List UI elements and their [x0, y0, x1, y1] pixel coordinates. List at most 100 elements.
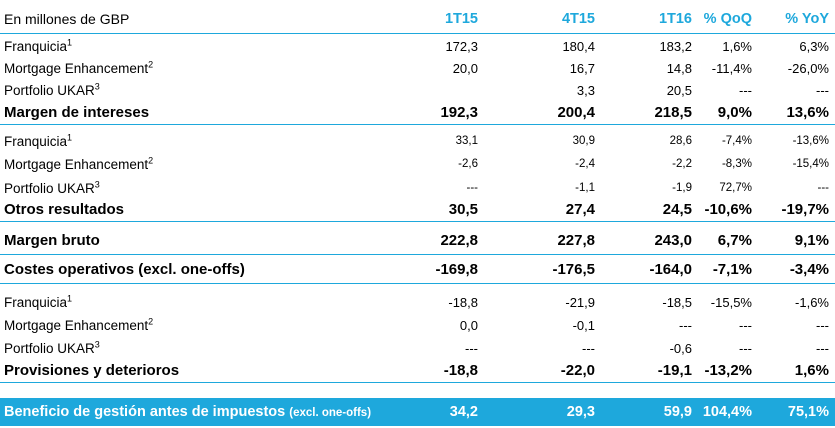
table-row: Mortgage Enhancement2 0,0 -0,1 --- --- -…	[0, 314, 835, 336]
row-label: Portfolio UKAR	[4, 82, 95, 98]
cell-1t16: 28,6	[669, 135, 692, 147]
row-label: Costes operativos (excl. one-offs)	[4, 260, 245, 278]
cell-qoq: -13,2%	[704, 361, 752, 379]
cell-qoq: 1,6%	[722, 38, 752, 54]
row-label: Portfolio UKAR	[4, 340, 95, 356]
cell-1t15: 0,0	[459, 317, 478, 333]
cell-qoq: ---	[739, 340, 752, 356]
unit-label: En millones de GBP	[4, 11, 130, 27]
header-row: En millones de GBP 1T15 4T15 1T16 % QoQ …	[0, 6, 835, 32]
cell-1t15: 222,8	[440, 231, 478, 249]
row-label: Margen bruto	[4, 231, 100, 249]
cell-qoq: 9,0%	[717, 103, 752, 121]
cell-1t15: -2,6	[458, 158, 478, 170]
cell-1t16: 243,0	[654, 231, 692, 249]
cell-4t15: -2,4	[575, 158, 595, 170]
cell-1t15: -18,8	[443, 361, 478, 379]
cell-4t15: 200,4	[557, 103, 595, 121]
cell-yoy: -15,4%	[792, 158, 829, 170]
cell-1t15: -169,8	[435, 260, 478, 278]
cell-1t16: ---	[679, 317, 692, 333]
cell-1t16: -2,2	[672, 158, 692, 170]
cell-yoy: 9,1%	[794, 231, 829, 249]
cell-yoy: ---	[816, 340, 829, 356]
cell-4t15: 180,4	[562, 38, 595, 54]
divider	[0, 221, 835, 222]
row-label: Portfolio UKAR	[4, 180, 95, 196]
row-label: Otros resultados	[4, 200, 125, 218]
table-row: Mortgage Enhancement2 -2,6 -2,4 -2,2 -8,…	[0, 153, 835, 175]
cell-1t15: 30,5	[448, 200, 478, 218]
cell-1t16: -18,5	[662, 294, 692, 310]
cell-1t15: 20,0	[452, 60, 478, 76]
row-label: Provisiones y deterioros	[4, 361, 180, 379]
table-row: Franquicia1 33,1 30,9 28,6 -7,4% -13,6%	[0, 130, 835, 152]
subtotal-row-margen-intereses: Margen de intereses 192,3 200,4 218,5 9,…	[0, 100, 835, 124]
table-row: Portfolio UKAR3 --- --- -0,6 --- ---	[0, 337, 835, 359]
cell-1t16: 24,5	[662, 200, 692, 218]
cell-1t16: 183,2	[659, 38, 692, 54]
cell-yoy: -19,7%	[781, 200, 829, 218]
cell-1t15: ---	[466, 182, 479, 194]
cell-yoy: -13,6%	[792, 135, 829, 147]
cell-1t16: -19,1	[657, 361, 692, 379]
cell-qoq: 104,4%	[702, 404, 752, 420]
table-row: Franquicia1 172,3 180,4 183,2 1,6% 6,3%	[0, 35, 835, 57]
cell-1t16: 218,5	[654, 103, 692, 121]
total-row-costes-operativos: Costes operativos (excl. one-offs) -169,…	[0, 257, 835, 281]
row-label: Franquicia	[4, 294, 68, 310]
cell-yoy: -3,4%	[789, 260, 829, 278]
subtotal-row-otros-resultados: Otros resultados 30,5 27,4 24,5 -10,6% -…	[0, 197, 835, 221]
cell-qoq: 6,7%	[717, 231, 752, 249]
footnote-marker: 1	[67, 293, 73, 303]
cell-yoy: 75,1%	[787, 404, 829, 420]
cell-4t15: 16,7	[569, 60, 595, 76]
cell-4t15: -0,1	[572, 317, 595, 333]
cell-4t15: 3,3	[576, 82, 595, 98]
footnote-marker: 3	[94, 339, 100, 349]
col-header-yoy: % YoY	[785, 11, 829, 27]
footer-label: Beneficio de gestión antes de impuestos	[4, 404, 286, 420]
row-label: Franquicia	[4, 133, 68, 149]
cell-1t15: -18,8	[448, 294, 478, 310]
cell-1t15: 172,3	[445, 38, 478, 54]
cell-4t15: 30,9	[572, 135, 595, 147]
footnote-marker: 3	[94, 179, 100, 189]
cell-qoq: -7,4%	[721, 135, 752, 147]
cell-4t15: ---	[582, 340, 595, 356]
cell-1t16: -1,9	[672, 182, 692, 194]
cell-yoy: ---	[816, 317, 829, 333]
table-row: Portfolio UKAR3 --- -1,1 -1,9 72,7% ---	[0, 177, 835, 199]
cell-1t16: -164,0	[649, 260, 692, 278]
cell-1t15: 33,1	[455, 135, 478, 147]
footnote-marker: 2	[148, 316, 154, 326]
divider	[0, 124, 835, 125]
divider	[0, 283, 835, 284]
row-label: Margen de intereses	[4, 103, 150, 121]
cell-qoq: ---	[739, 317, 752, 333]
cell-yoy: ---	[816, 82, 829, 98]
row-label: Mortgage Enhancement	[4, 60, 149, 76]
total-row-margen-bruto: Margen bruto 222,8 227,8 243,0 6,7% 9,1%	[0, 228, 835, 252]
cell-1t16: 20,5	[666, 82, 692, 98]
cell-qoq: -11,4%	[711, 60, 752, 76]
cell-4t15: 227,8	[557, 231, 595, 249]
cell-qoq: 72,7%	[719, 182, 752, 194]
row-label: Mortgage Enhancement	[4, 317, 149, 333]
table-row: Franquicia1 -18,8 -21,9 -18,5 -15,5% -1,…	[0, 291, 835, 313]
col-header-4t15: 4T15	[561, 11, 595, 27]
cell-4t15: 29,3	[566, 404, 595, 420]
col-header-1t16: 1T16	[658, 11, 692, 27]
cell-4t15: -176,5	[552, 260, 595, 278]
cell-4t15: -22,0	[560, 361, 595, 379]
col-header-qoq: % QoQ	[703, 11, 752, 27]
footnote-marker: 1	[67, 132, 73, 142]
cell-4t15: -1,1	[575, 182, 595, 194]
footnote-marker: 1	[67, 37, 73, 47]
divider	[0, 254, 835, 255]
cell-yoy: ---	[817, 182, 830, 194]
table-row: Portfolio UKAR3 3,3 20,5 --- ---	[0, 79, 835, 101]
cell-1t15: 34,2	[449, 404, 478, 420]
cell-qoq: ---	[739, 82, 752, 98]
